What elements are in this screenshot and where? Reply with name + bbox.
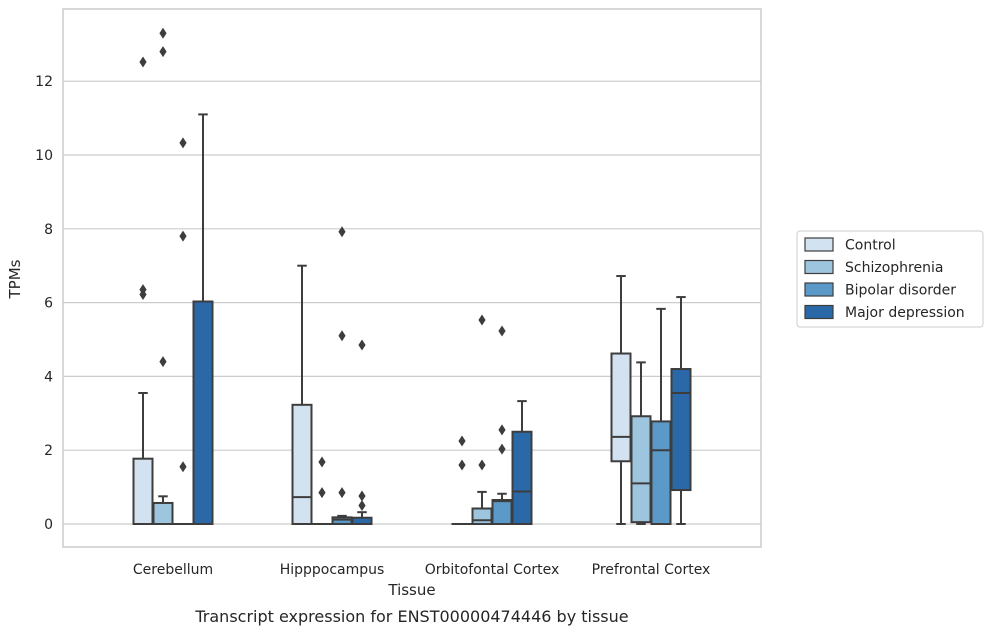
outlier-point: [498, 443, 506, 455]
box-3-0: [610, 275, 632, 525]
box-body: [650, 420, 672, 525]
outlier-point: [478, 459, 486, 471]
box-body: [610, 352, 632, 463]
outlier-point: [139, 56, 147, 68]
y-tick-label: 10: [35, 148, 53, 164]
outlier-point: [338, 487, 346, 499]
box-groups: [132, 27, 692, 526]
outlier-point: [159, 27, 167, 39]
x-axis-label: Tissue: [387, 581, 435, 599]
box-3-2: [650, 307, 672, 525]
box-0-0: [132, 56, 154, 526]
box-body: [132, 457, 154, 526]
box-body: [192, 300, 214, 526]
legend-swatch: [804, 282, 834, 297]
outlier-point: [458, 459, 466, 471]
chart-caption: Transcript expression for ENST0000047444…: [194, 607, 628, 626]
legend-swatch: [804, 259, 834, 275]
outlier-point: [179, 230, 187, 242]
outlier-point: [498, 325, 506, 337]
y-tick-label: 12: [35, 74, 53, 90]
legend-label: Schizophrenia: [845, 260, 943, 276]
outlier-point: [338, 226, 346, 238]
box-body: [471, 507, 493, 526]
outlier-point: [318, 487, 326, 499]
box-body: [511, 430, 533, 525]
box-body: [670, 368, 692, 492]
y-tick-label: 0: [44, 517, 53, 533]
box-body: [630, 415, 652, 524]
legend-box: [796, 230, 984, 328]
outlier-point: [358, 490, 366, 502]
box-3-1: [630, 361, 652, 525]
x-tick-label: Prefrontal Cortex: [592, 562, 711, 578]
outlier-point: [478, 314, 486, 326]
y-axis-ticks: 0 2 4 6 8 10 12: [35, 74, 53, 533]
outlier-point: [179, 461, 187, 473]
box-0-3: [192, 113, 214, 526]
box-1-0: [291, 264, 313, 525]
box-2-2: [491, 325, 513, 526]
y-tick-label: 6: [44, 296, 53, 312]
outlier-point: [358, 339, 366, 351]
outlier-point: [358, 500, 366, 512]
box-body: [291, 403, 313, 525]
box-1-1: [311, 456, 333, 526]
box-1-3: [351, 339, 373, 525]
box-2-3: [511, 400, 533, 525]
y-axis-label: TPMs: [6, 259, 24, 299]
outlier-point: [498, 424, 506, 436]
x-axis-ticks: Cerebellum Hipppocampus Orbitofontal Corte…: [133, 562, 710, 578]
plot-frame: [62, 8, 762, 548]
box-body: [331, 516, 353, 525]
legend: Control Schizophrenia Bipolar disorder Majo…: [796, 230, 984, 328]
box-2-0: [451, 435, 473, 526]
outlier-point: [179, 137, 187, 149]
outlier-point: [458, 435, 466, 447]
y-tick-label: 4: [44, 369, 53, 385]
outlier-point: [159, 46, 167, 58]
outlier-point: [139, 284, 147, 296]
outlier-point: [159, 356, 167, 368]
box-body: [491, 499, 513, 526]
box-3-3: [670, 296, 692, 525]
gridlines: [63, 80, 761, 525]
outlier-point: [338, 330, 346, 342]
legend-label: Major depression: [845, 305, 965, 321]
legend-label: Bipolar disorder: [845, 283, 956, 299]
box-2-1: [471, 314, 493, 526]
box-body: [152, 501, 174, 526]
legend-swatch: [804, 237, 834, 252]
box-0-2: [172, 137, 194, 526]
legend-swatch: [804, 304, 834, 320]
x-tick-label: Orbitofontal Cortex: [425, 562, 560, 578]
box-0-1: [152, 27, 174, 526]
y-tick-label: 8: [44, 222, 53, 238]
x-tick-label: Cerebellum: [133, 562, 213, 578]
legend-label: Control: [845, 238, 896, 254]
y-tick-label: 2: [44, 443, 53, 459]
x-tick-label: Hipppocampus: [280, 562, 385, 578]
box-1-2: [331, 226, 353, 525]
outlier-point: [318, 456, 326, 468]
